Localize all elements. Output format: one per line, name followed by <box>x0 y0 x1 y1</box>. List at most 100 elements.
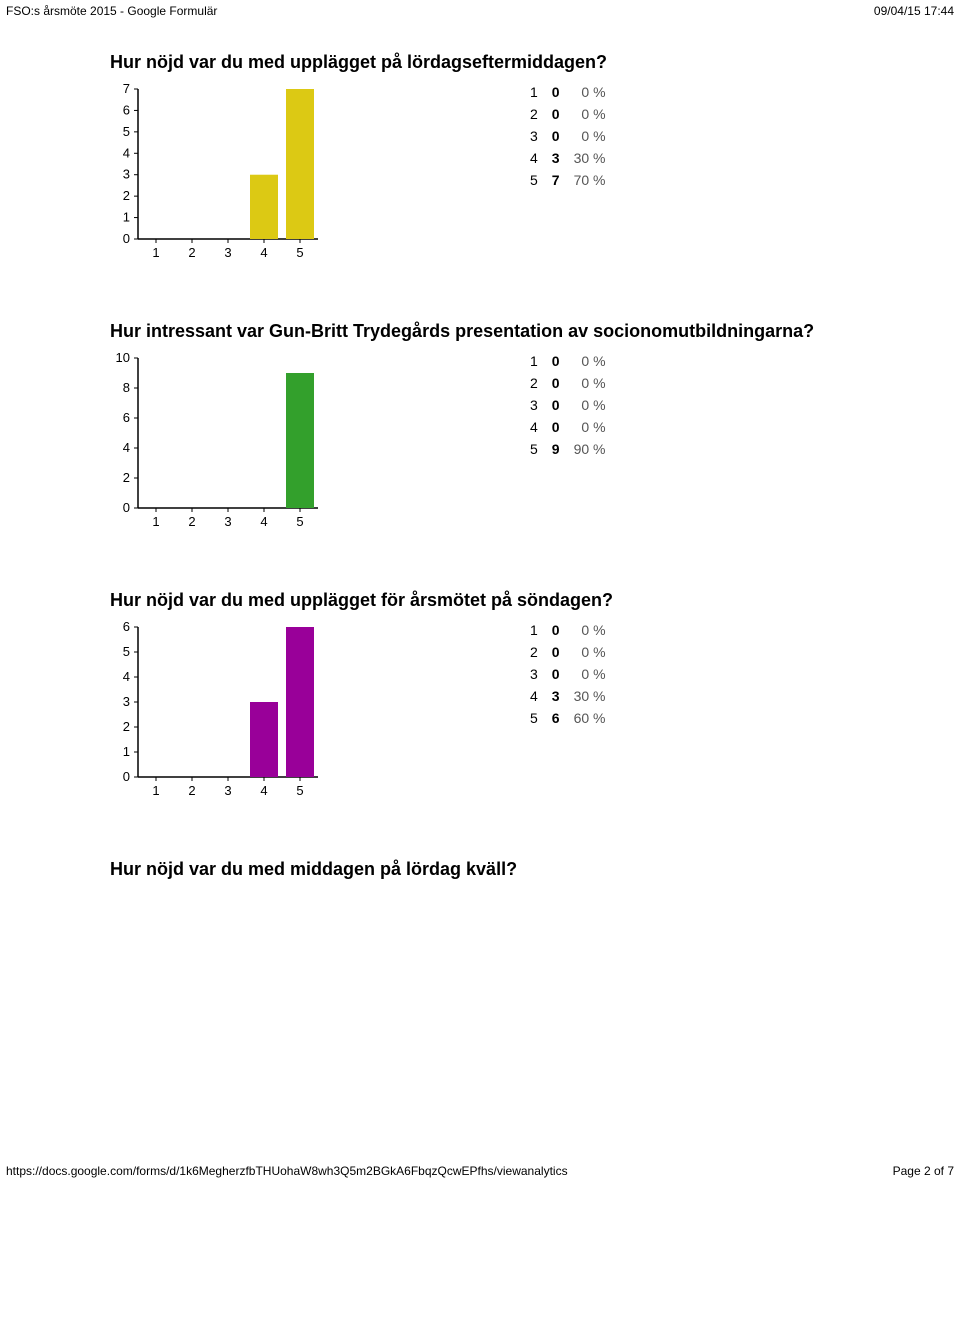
footer-page: Page 2 of 7 <box>893 1164 954 1178</box>
y-tick-label: 6 <box>123 619 130 634</box>
chart-row: 024681012345100 %200 %300 %400 %5990 % <box>110 350 850 530</box>
category-cell: 1 <box>530 619 552 641</box>
table-row: 5660 % <box>530 707 620 729</box>
question-block: Hur nöjd var du med middagen på lördag k… <box>110 859 850 880</box>
percent-cell: 0 % <box>574 641 620 663</box>
x-tick-label: 5 <box>296 245 303 260</box>
count-cell: 0 <box>552 416 574 438</box>
x-tick-label: 3 <box>224 245 231 260</box>
count-cell: 0 <box>552 125 574 147</box>
table-row: 5770 % <box>530 169 620 191</box>
x-tick-label: 2 <box>188 783 195 798</box>
category-cell: 5 <box>530 438 552 460</box>
category-cell: 4 <box>530 147 552 169</box>
table-row: 4330 % <box>530 685 620 707</box>
x-tick-label: 1 <box>152 783 159 798</box>
category-cell: 2 <box>530 372 552 394</box>
count-cell: 3 <box>552 685 574 707</box>
header-title: FSO:s årsmöte 2015 - Google Formulär <box>6 4 217 18</box>
y-tick-label: 8 <box>123 380 130 395</box>
bar <box>250 175 278 239</box>
percent-cell: 30 % <box>574 685 620 707</box>
question-title: Hur nöjd var du med middagen på lördag k… <box>110 859 850 880</box>
category-cell: 3 <box>530 394 552 416</box>
percent-cell: 0 % <box>574 416 620 438</box>
category-cell: 2 <box>530 103 552 125</box>
percent-cell: 90 % <box>574 438 620 460</box>
percent-cell: 0 % <box>574 619 620 641</box>
category-cell: 3 <box>530 125 552 147</box>
table-row: 300 % <box>530 663 620 685</box>
y-tick-label: 2 <box>123 188 130 203</box>
chart-row: 012345612345100 %200 %300 %4330 %5660 % <box>110 619 850 799</box>
count-cell: 0 <box>552 81 574 103</box>
y-tick-label: 5 <box>123 644 130 659</box>
count-cell: 0 <box>552 372 574 394</box>
table-row: 100 % <box>530 619 620 641</box>
percent-cell: 0 % <box>574 103 620 125</box>
question-block: Hur nöjd var du med upplägget för årsmöt… <box>110 590 850 799</box>
question-title: Hur nöjd var du med upplägget på lördags… <box>110 52 850 73</box>
y-tick-label: 5 <box>123 124 130 139</box>
category-cell: 1 <box>530 81 552 103</box>
count-cell: 0 <box>552 619 574 641</box>
percent-cell: 0 % <box>574 81 620 103</box>
x-tick-label: 1 <box>152 245 159 260</box>
table-row: 100 % <box>530 350 620 372</box>
category-cell: 4 <box>530 685 552 707</box>
chart-area: 0123456712345 <box>110 81 330 261</box>
table-row: 5990 % <box>530 438 620 460</box>
count-cell: 0 <box>552 103 574 125</box>
y-tick-label: 3 <box>123 167 130 182</box>
bar <box>286 373 314 508</box>
percent-cell: 0 % <box>574 350 620 372</box>
percent-cell: 0 % <box>574 372 620 394</box>
table-row: 400 % <box>530 416 620 438</box>
category-cell: 4 <box>530 416 552 438</box>
y-tick-label: 0 <box>123 231 130 246</box>
chart-area: 024681012345 <box>110 350 330 530</box>
x-tick-label: 2 <box>188 245 195 260</box>
x-tick-label: 3 <box>224 783 231 798</box>
count-cell: 9 <box>552 438 574 460</box>
percent-cell: 0 % <box>574 663 620 685</box>
y-tick-label: 3 <box>123 694 130 709</box>
table-row: 100 % <box>530 81 620 103</box>
category-cell: 1 <box>530 350 552 372</box>
bar-chart: 024681012345 <box>110 350 330 530</box>
percent-cell: 70 % <box>574 169 620 191</box>
y-tick-label: 10 <box>116 350 130 365</box>
y-tick-label: 4 <box>123 145 130 160</box>
y-tick-label: 6 <box>123 410 130 425</box>
percent-cell: 0 % <box>574 394 620 416</box>
y-tick-label: 0 <box>123 769 130 784</box>
bar-chart: 0123456712345 <box>110 81 330 261</box>
x-tick-label: 2 <box>188 514 195 529</box>
y-tick-label: 2 <box>123 470 130 485</box>
table-row: 200 % <box>530 641 620 663</box>
count-cell: 7 <box>552 169 574 191</box>
y-tick-label: 4 <box>123 440 130 455</box>
bar <box>286 89 314 239</box>
table-row: 4330 % <box>530 147 620 169</box>
chart-row: 0123456712345100 %200 %300 %4330 %5770 % <box>110 81 850 261</box>
count-cell: 3 <box>552 147 574 169</box>
table-row: 300 % <box>530 125 620 147</box>
results-table: 100 %200 %300 %4330 %5770 % <box>530 81 620 191</box>
x-tick-label: 5 <box>296 514 303 529</box>
bar-chart: 012345612345 <box>110 619 330 799</box>
table-row: 200 % <box>530 103 620 125</box>
header-timestamp: 09/04/15 17:44 <box>874 4 954 18</box>
count-cell: 0 <box>552 394 574 416</box>
x-tick-label: 1 <box>152 514 159 529</box>
results-table: 100 %200 %300 %4330 %5660 % <box>530 619 620 729</box>
question-block: Hur nöjd var du med upplägget på lördags… <box>110 52 850 261</box>
y-tick-label: 0 <box>123 500 130 515</box>
table-row: 300 % <box>530 394 620 416</box>
page-footer: https://docs.google.com/forms/d/1k6Meghe… <box>0 1160 960 1182</box>
category-cell: 5 <box>530 169 552 191</box>
question-title: Hur intressant var Gun-Britt Trydegårds … <box>110 321 850 342</box>
y-tick-label: 1 <box>123 744 130 759</box>
x-tick-label: 4 <box>260 514 267 529</box>
bar <box>286 627 314 777</box>
